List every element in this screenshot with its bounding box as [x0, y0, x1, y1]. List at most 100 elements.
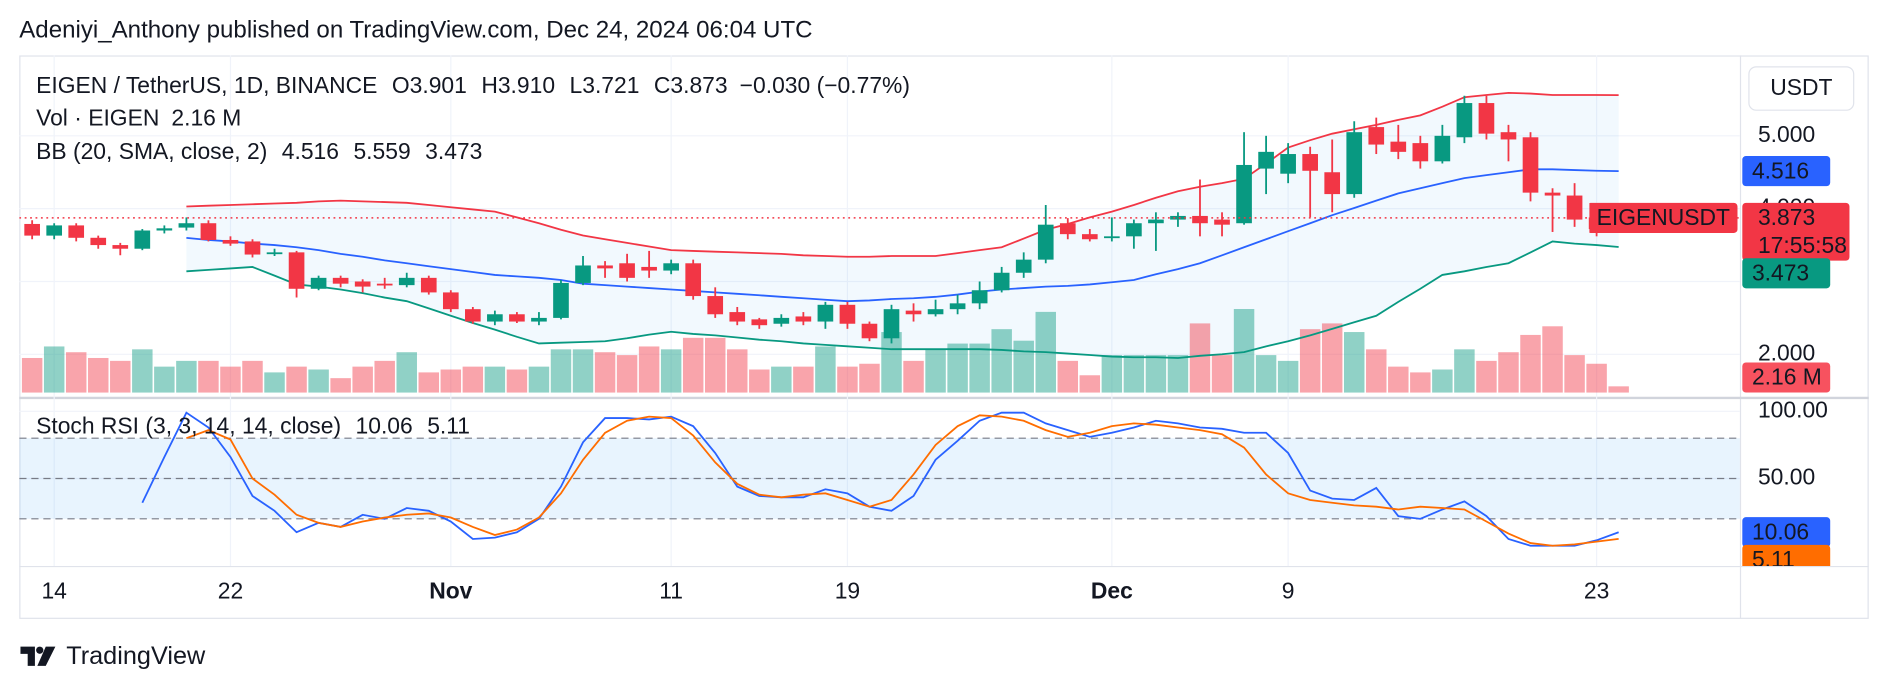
legend-text: 3.910	[498, 72, 555, 98]
candle-body	[1412, 143, 1429, 162]
grid	[19, 55, 1740, 566]
volume-bar	[1167, 355, 1189, 393]
volume-bar	[21, 357, 43, 393]
price-tag	[1742, 202, 1850, 261]
candle-body	[1015, 259, 1032, 273]
price-tag	[1742, 362, 1831, 393]
candle-body	[420, 277, 437, 293]
volume-bar	[1564, 355, 1585, 393]
candle-body	[442, 292, 459, 310]
volume-bar	[1299, 329, 1321, 393]
candle-body	[1434, 135, 1451, 162]
candle-body	[1478, 103, 1495, 134]
candle-body	[509, 314, 525, 322]
currency-button[interactable]	[1748, 66, 1855, 111]
volume-bar	[660, 349, 682, 393]
candle-body	[1037, 224, 1054, 260]
volume-bar	[1388, 366, 1409, 393]
candle-body	[663, 263, 679, 271]
symbol-tag-label: EIGENUSDT	[1597, 204, 1730, 230]
x-tick-label: 14	[41, 577, 67, 603]
volume-bar	[176, 360, 197, 393]
candle-body	[487, 314, 503, 322]
candle-body	[1081, 234, 1098, 240]
volume-bar	[1277, 360, 1299, 393]
price-tag-label: 5.11	[1752, 546, 1795, 572]
price-tag-label: 10.06	[1752, 518, 1809, 544]
volume-bar	[1542, 326, 1563, 393]
candle-body	[1104, 236, 1120, 239]
candle-body	[773, 317, 790, 324]
volume-bar	[550, 349, 572, 393]
candle-body	[134, 230, 151, 249]
candle-body	[288, 252, 305, 289]
volume-bar	[1586, 363, 1607, 393]
candle-body	[354, 281, 371, 287]
candle-body	[1324, 172, 1341, 195]
x-tick-label: 11	[659, 577, 683, 603]
price-pane	[19, 91, 1740, 393]
candle-body	[266, 252, 283, 255]
y-tick-label: 100.00	[1758, 396, 1828, 422]
price-tag-label: 2.16 M	[1752, 364, 1822, 390]
candle-body	[905, 310, 922, 315]
volume-bar	[749, 369, 770, 393]
volume-bar	[220, 366, 241, 393]
x-tick-label: Nov	[429, 577, 472, 603]
volume-bar	[793, 366, 814, 393]
volume-bar	[1498, 352, 1519, 393]
currency-label[interactable]: USDT	[1770, 74, 1832, 100]
candle-body	[46, 225, 63, 236]
candle-body	[24, 223, 40, 236]
volume-bar	[88, 357, 109, 393]
volume-bar	[484, 366, 506, 393]
candle-body	[685, 263, 702, 297]
candle-body	[751, 319, 768, 326]
candle-body	[531, 317, 547, 322]
bb-fill	[186, 92, 1619, 359]
volume-bar	[1410, 372, 1431, 393]
price-tag-label: 3.873	[1758, 204, 1815, 230]
price-tag-label: 4.516	[1752, 157, 1809, 183]
legend-text: 3.901	[410, 72, 467, 98]
volume-bar	[1233, 308, 1255, 393]
volume-bar	[1145, 355, 1167, 393]
candle-body	[1148, 219, 1164, 224]
volume-bar	[396, 352, 417, 393]
candle-body	[332, 277, 349, 284]
volume-bar	[1366, 349, 1387, 393]
volume-bar	[1520, 334, 1541, 393]
candle-body	[200, 223, 217, 240]
legend-text: C	[654, 72, 671, 98]
volume-bar	[418, 372, 440, 393]
volume-bar	[154, 366, 175, 393]
bb-line	[186, 240, 1619, 359]
legend-text: H	[481, 72, 498, 98]
x-tick-label: 19	[835, 577, 860, 603]
legend-text: 3.873	[670, 72, 727, 98]
volume-bar	[815, 346, 836, 393]
volume-bar	[65, 352, 87, 393]
legend-text: 10.06	[356, 413, 413, 439]
volume-bar	[1454, 349, 1475, 393]
volume-bar	[1432, 369, 1453, 393]
candle-body	[927, 309, 944, 315]
bb-line	[186, 168, 1619, 303]
candle-body	[1346, 132, 1363, 195]
volume-bar	[1343, 332, 1365, 393]
candle-body	[795, 316, 812, 322]
volume-bar	[859, 363, 880, 393]
logo	[20, 646, 56, 666]
volume-bar	[198, 360, 219, 393]
volume-bar	[572, 349, 594, 393]
price-tag	[1742, 258, 1831, 289]
volume-bar	[1101, 355, 1123, 393]
y-tick-label: 2.000	[1758, 339, 1815, 365]
stoch-pane	[19, 411, 1740, 547]
brand: TradingView	[66, 642, 206, 670]
candle-body	[68, 225, 85, 238]
candle-body	[156, 228, 173, 231]
candle-body	[1126, 223, 1142, 237]
